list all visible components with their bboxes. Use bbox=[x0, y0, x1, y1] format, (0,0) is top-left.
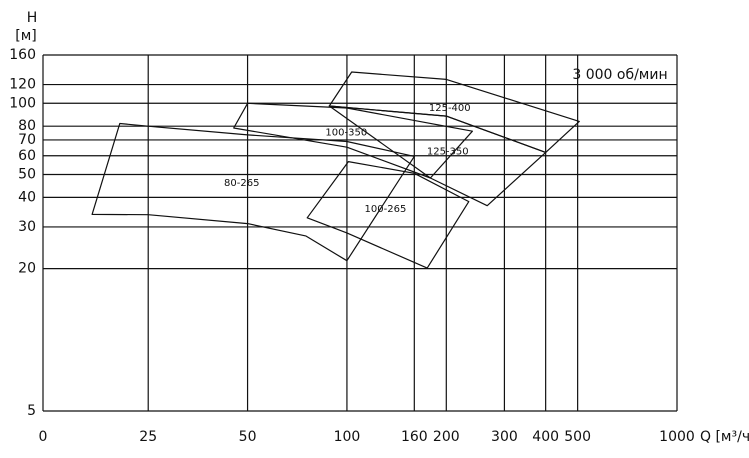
x-tick-label: 100 bbox=[334, 429, 361, 445]
region-label: 125-400 bbox=[429, 103, 471, 114]
x-axis-label: Q [м³/ч] bbox=[700, 429, 749, 445]
pump-region bbox=[328, 71, 580, 153]
x-origin-label: 0 bbox=[39, 429, 48, 445]
region-label: 100-350 bbox=[325, 128, 367, 139]
y-tick-label: 50 bbox=[18, 166, 36, 182]
y-tick-label: 100 bbox=[9, 95, 36, 111]
x-tick-label: 50 bbox=[239, 429, 257, 445]
y-tick-label: 70 bbox=[18, 132, 36, 148]
x-tick-label: 200 bbox=[433, 429, 460, 445]
x-tick-label: 300 bbox=[491, 429, 518, 445]
y-axis-unit: [м] bbox=[15, 28, 37, 44]
speed-annotation: 3 000 об/мин bbox=[572, 67, 667, 83]
x-tick-label: 25 bbox=[139, 429, 157, 445]
y-axis-symbol: H bbox=[27, 10, 38, 26]
region-label: 125-350 bbox=[427, 147, 469, 158]
pump-region bbox=[91, 122, 415, 262]
y-tick-label: 20 bbox=[18, 261, 36, 277]
y-tick-label: 40 bbox=[18, 189, 36, 205]
region-label: 80-265 bbox=[224, 178, 259, 189]
x-tick-label: 400 bbox=[532, 429, 559, 445]
y-tick-label: 80 bbox=[18, 118, 36, 134]
y-tick-label: 160 bbox=[9, 47, 36, 63]
y-tick-label: 120 bbox=[9, 77, 36, 93]
x-tick-label: 500 bbox=[564, 429, 591, 445]
y-tick-label: 30 bbox=[18, 219, 36, 235]
region-label: 100-265 bbox=[365, 204, 407, 215]
pump-region bbox=[233, 102, 473, 179]
y-tick-label: 5 bbox=[27, 403, 36, 419]
x-tick-label: 160 bbox=[401, 429, 428, 445]
y-tick-label: 60 bbox=[18, 148, 36, 164]
pump-region bbox=[306, 161, 470, 269]
x-tick-label: 1000 bbox=[659, 429, 695, 445]
